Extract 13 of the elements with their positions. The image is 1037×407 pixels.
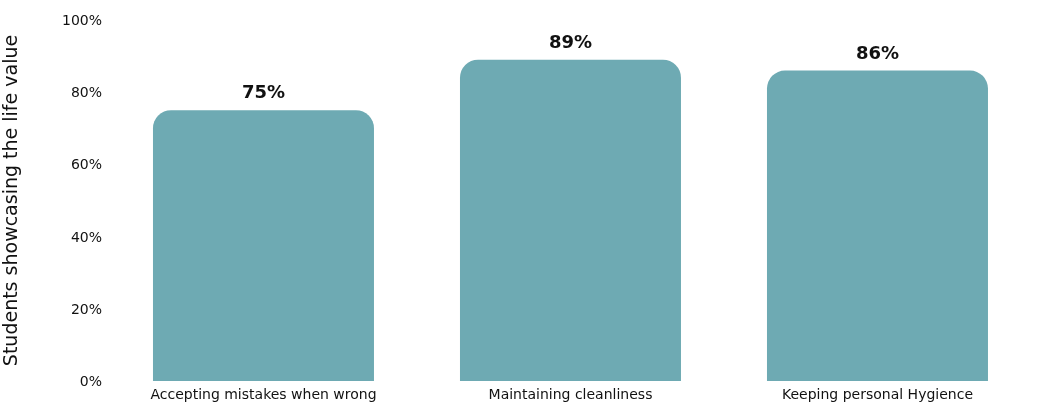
data-label: 86% bbox=[855, 41, 900, 63]
y-tick-label: 20% bbox=[70, 300, 102, 317]
x-tick-label: Maintaining cleanliness bbox=[488, 385, 653, 402]
y-tick-label: 80% bbox=[70, 84, 102, 101]
x-tick-label: Keeping personal Hygience bbox=[782, 385, 973, 402]
y-tick-label: 100% bbox=[61, 11, 102, 28]
y-axis-title: Students showcasing the life value bbox=[0, 34, 21, 367]
y-tick-label: 40% bbox=[70, 228, 102, 245]
data-label: 89% bbox=[548, 30, 593, 52]
y-tick-label: 60% bbox=[70, 156, 102, 173]
y-tick-label: 0% bbox=[79, 372, 102, 389]
x-tick-label: Accepting mistakes when wrong bbox=[150, 385, 377, 402]
data-label: 75% bbox=[241, 81, 286, 103]
